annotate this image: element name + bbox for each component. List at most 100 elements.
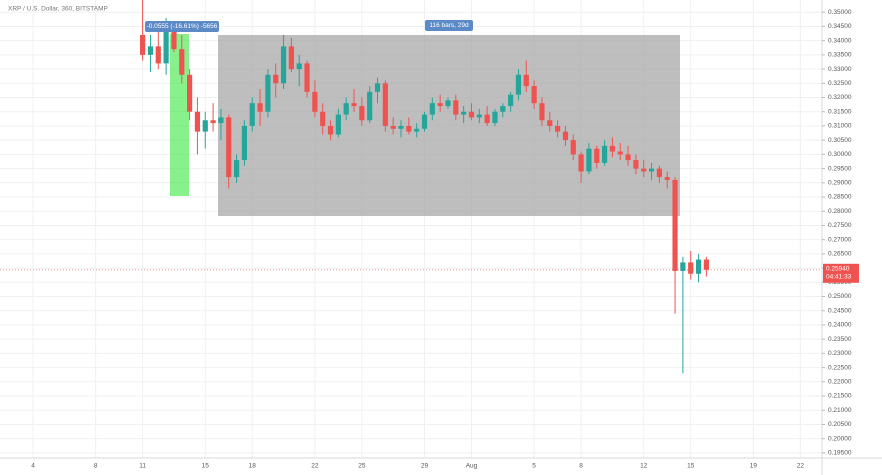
y-tick-label: 0.23000	[828, 350, 852, 357]
x-tick-label: 12	[640, 463, 648, 470]
candle-body	[656, 168, 662, 178]
candle-body	[562, 131, 569, 141]
candle-body	[171, 29, 177, 50]
y-tick-label: 0.28500	[828, 194, 852, 201]
candle-body	[664, 177, 670, 180]
candle-body	[414, 128, 420, 132]
candle-body	[500, 106, 506, 112]
candle-body	[429, 103, 435, 115]
candle-body	[695, 259, 702, 274]
candle-body	[241, 125, 248, 161]
candle-body	[367, 91, 373, 121]
y-tick-label: 0.28000	[828, 208, 852, 215]
candle-body	[382, 83, 388, 126]
candle-body	[601, 145, 608, 163]
y-tick-label: 0.33000	[828, 66, 852, 73]
chart-title: XRP / U.S. Dollar, 360, BITSTAMP	[8, 6, 108, 13]
candle-body	[359, 106, 365, 121]
candle-body	[555, 125, 561, 132]
candle-body	[586, 148, 592, 172]
x-tick-label: 11	[139, 463, 146, 470]
candle-body	[594, 148, 600, 163]
candle-body	[437, 103, 443, 107]
candle-body	[327, 125, 334, 135]
y-tick-label: 0.33500	[828, 52, 852, 59]
candle-body	[547, 120, 553, 126]
candle-body	[233, 160, 240, 178]
candle-body	[609, 145, 616, 152]
candle-body	[539, 103, 545, 121]
x-tick-label: 22	[797, 463, 805, 470]
y-tick-label: 0.30500	[828, 137, 852, 144]
y-tick-label: 0.22500	[828, 364, 852, 371]
y-tick-label: 0.27500	[828, 222, 852, 229]
candle-body	[202, 120, 208, 132]
y-tick-label: 0.22000	[828, 379, 852, 386]
y-tick-label: 0.20000	[828, 435, 852, 442]
last-price-box	[823, 263, 859, 283]
candle-body	[492, 111, 498, 124]
candle-body	[155, 46, 161, 64]
countdown-label: 04:41:33	[826, 274, 852, 281]
x-tick-label: 5	[532, 463, 536, 470]
candle-body	[312, 91, 318, 112]
candle-body	[531, 86, 537, 104]
x-tick-label: 8	[94, 463, 98, 470]
y-tick-label: 0.21500	[828, 393, 852, 400]
candle-body	[476, 114, 482, 118]
candle-body	[343, 103, 349, 115]
candle-body	[703, 259, 709, 270]
x-tick-label: 29	[421, 463, 429, 470]
candle-body	[390, 125, 396, 129]
y-tick-label: 0.32500	[828, 80, 852, 87]
y-tick-label: 0.19500	[828, 450, 852, 457]
x-tick-label: 18	[249, 463, 257, 470]
candle-body	[288, 46, 294, 70]
candle-body	[280, 46, 287, 84]
x-tick-label: 22	[311, 463, 319, 470]
candle-body	[218, 117, 224, 124]
candle-body	[515, 74, 522, 95]
y-tick-label: 0.23500	[828, 336, 852, 343]
measure-label: -0.0555 (-16.61%) -5656	[147, 23, 218, 30]
last-price-label: 0.25940	[826, 266, 850, 273]
candle-body	[617, 151, 623, 155]
candle-body	[633, 160, 639, 169]
y-tick-label: 0.34000	[828, 37, 852, 44]
candle-body	[484, 114, 490, 124]
candle-body	[406, 125, 412, 132]
candle-body	[461, 111, 467, 115]
x-tick-label: 15	[687, 463, 695, 470]
candle-body	[641, 168, 647, 172]
candle-body	[445, 100, 451, 107]
y-tick-label: 0.25000	[828, 293, 852, 300]
candle-body	[578, 154, 584, 172]
candle-body	[163, 29, 169, 64]
y-tick-label: 0.29000	[828, 180, 852, 187]
candle-body	[453, 100, 459, 115]
y-tick-label: 0.20500	[828, 421, 852, 428]
candle-body	[398, 125, 404, 129]
candle-body	[421, 114, 428, 129]
candle-body	[688, 262, 694, 274]
candle-body	[249, 103, 255, 126]
candle-body	[194, 111, 201, 132]
candle-body	[335, 114, 341, 135]
candle-body	[226, 117, 232, 178]
x-tick-label: Aug	[466, 463, 478, 470]
x-tick-label: 4	[31, 463, 35, 470]
x-tick-label: 25	[358, 463, 366, 470]
x-tick-label: 19	[750, 463, 758, 470]
candle-body	[147, 46, 154, 55]
range-label: 116 bars, 29d	[429, 22, 469, 29]
y-tick-label: 0.30000	[828, 151, 852, 158]
candle-body	[672, 179, 678, 271]
y-tick-label: 0.29500	[828, 165, 852, 172]
candles	[140, 0, 709, 374]
y-tick-label: 0.34500	[828, 23, 852, 30]
candle-body	[374, 83, 381, 92]
candle-body	[625, 154, 631, 161]
measure-label-box	[145, 21, 219, 32]
candle-body	[304, 63, 310, 92]
